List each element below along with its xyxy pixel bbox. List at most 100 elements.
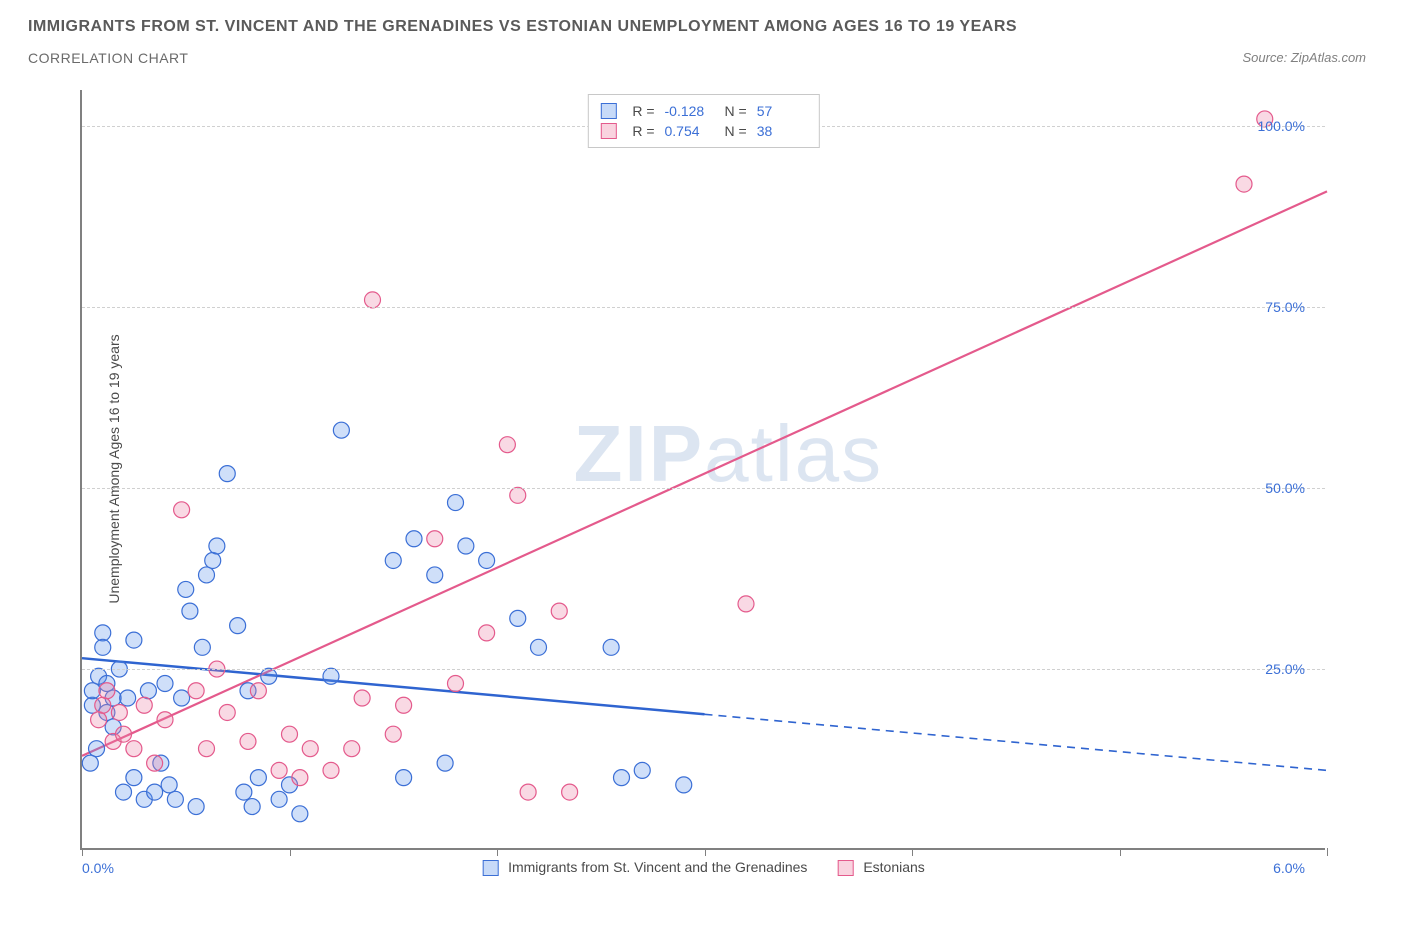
data-point-pink [396, 697, 412, 713]
plot-area: ZIPatlas R = -0.128 N = 57 R = 0.754 N =… [80, 90, 1325, 850]
data-point-pink [520, 784, 536, 800]
data-point-pink [91, 712, 107, 728]
data-point-blue [510, 610, 526, 626]
data-point-blue [250, 770, 266, 786]
data-point-blue [209, 538, 225, 554]
data-point-blue [458, 538, 474, 554]
data-point-blue [95, 639, 111, 655]
data-point-blue [261, 668, 277, 684]
chart-title-sub: CORRELATION CHART [28, 50, 188, 66]
data-point-blue [188, 799, 204, 815]
gridline-h [82, 488, 1325, 489]
data-point-pink [157, 712, 173, 728]
trendline-blue-solid [82, 658, 705, 714]
y-tick-label: 75.0% [1265, 299, 1305, 315]
trendline-blue-dashed [705, 714, 1328, 770]
r-label: R = [632, 103, 654, 119]
source-attribution: Source: ZipAtlas.com [1242, 50, 1366, 65]
x-axis-max-label: 6.0% [1273, 860, 1305, 876]
legend-swatch-pink [837, 860, 853, 876]
legend-row-blue: R = -0.128 N = 57 [600, 101, 806, 121]
y-axis-label: Unemployment Among Ages 16 to 19 years [106, 334, 122, 603]
data-point-pink [344, 741, 360, 757]
legend-swatch-blue [600, 103, 616, 119]
chart-title-main: IMMIGRANTS FROM ST. VINCENT AND THE GREN… [28, 18, 1017, 36]
data-point-blue [157, 676, 173, 692]
data-point-blue [333, 422, 349, 438]
data-point-pink [126, 741, 142, 757]
gridline-h [82, 307, 1325, 308]
data-point-pink [354, 690, 370, 706]
data-point-blue [140, 683, 156, 699]
x-tick [497, 848, 498, 856]
data-point-pink [188, 683, 204, 699]
x-tick [912, 848, 913, 856]
data-point-blue [167, 791, 183, 807]
data-point-blue [603, 639, 619, 655]
data-point-blue [448, 495, 464, 511]
data-point-blue [479, 552, 495, 568]
data-point-pink [427, 531, 443, 547]
data-point-pink [738, 596, 754, 612]
data-point-blue [161, 777, 177, 793]
data-point-blue [120, 690, 136, 706]
data-point-pink [136, 697, 152, 713]
data-point-pink [219, 704, 235, 720]
data-point-pink [365, 292, 381, 308]
data-point-pink [116, 726, 132, 742]
data-point-blue [205, 552, 221, 568]
data-point-blue [323, 668, 339, 684]
x-axis-min-label: 0.0% [82, 860, 114, 876]
n-value-pink: 38 [757, 123, 807, 139]
data-point-pink [510, 487, 526, 503]
legend-label-blue: Immigrants from St. Vincent and the Gren… [508, 859, 807, 875]
data-point-blue [230, 618, 246, 634]
correlation-legend-box: R = -0.128 N = 57 R = 0.754 N = 38 [587, 94, 819, 148]
data-point-pink [95, 697, 111, 713]
data-point-blue [292, 806, 308, 822]
data-point-blue [437, 755, 453, 771]
data-point-pink [551, 603, 567, 619]
data-point-blue [271, 791, 287, 807]
data-point-blue [147, 784, 163, 800]
plot-svg [82, 90, 1325, 848]
legend-row-pink: R = 0.754 N = 38 [600, 121, 806, 141]
r-label: R = [632, 123, 654, 139]
gridline-h [82, 669, 1325, 670]
data-point-blue [82, 755, 98, 771]
data-point-pink [240, 733, 256, 749]
data-point-blue [427, 567, 443, 583]
data-point-pink [147, 755, 163, 771]
data-point-blue [219, 466, 235, 482]
data-point-blue [614, 770, 630, 786]
data-point-blue [199, 567, 215, 583]
data-point-pink [385, 726, 401, 742]
r-value-pink: 0.754 [665, 123, 715, 139]
data-point-pink [323, 762, 339, 778]
legend-swatch-blue [482, 860, 498, 876]
data-point-pink [499, 437, 515, 453]
data-point-blue [178, 581, 194, 597]
x-tick [1120, 848, 1121, 856]
legend-swatch-pink [600, 123, 616, 139]
data-point-blue [244, 799, 260, 815]
data-point-blue [126, 632, 142, 648]
x-tick [1327, 848, 1328, 856]
n-label: N = [725, 103, 747, 119]
data-point-pink [111, 704, 127, 720]
data-point-blue [385, 552, 401, 568]
data-point-pink [271, 762, 287, 778]
data-point-blue [174, 690, 190, 706]
x-tick [290, 848, 291, 856]
data-point-pink [479, 625, 495, 641]
data-point-blue [116, 784, 132, 800]
data-point-blue [634, 762, 650, 778]
y-tick-label: 25.0% [1265, 661, 1305, 677]
data-point-pink [199, 741, 215, 757]
data-point-pink [99, 683, 115, 699]
x-tick [82, 848, 83, 856]
data-point-blue [126, 770, 142, 786]
n-label: N = [725, 123, 747, 139]
data-point-blue [236, 784, 252, 800]
data-point-pink [1236, 176, 1252, 192]
